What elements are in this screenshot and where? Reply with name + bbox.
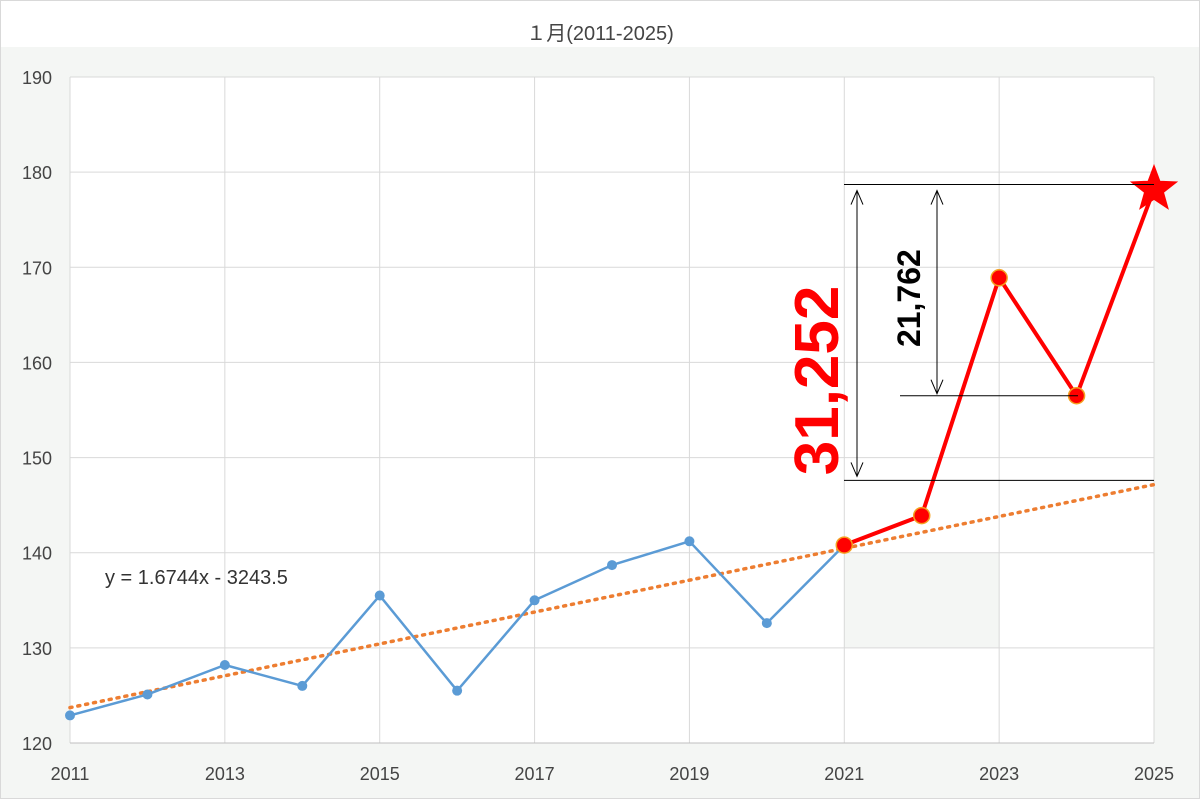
trendline-equation: y = 1.6744x - 3243.5 (105, 567, 288, 589)
data-point (529, 595, 540, 606)
partial-diff-arrow (930, 189, 944, 395)
y-tick-label: 170 (22, 258, 52, 278)
series-line-1 (843, 275, 1079, 547)
y-tick-label: 150 (22, 449, 52, 469)
data-point (219, 659, 230, 670)
arrow-head-bottom (850, 462, 864, 478)
data-point-star (1129, 163, 1179, 210)
arrow-head-top (930, 189, 944, 205)
data-point (374, 590, 385, 601)
partial-diff-label: 21,762 (891, 249, 927, 347)
x-tick-label: 2021 (824, 764, 864, 784)
series-line-2 (1074, 188, 1156, 397)
x-tick-label: 2025 (1134, 764, 1174, 784)
shaded-region (844, 552, 1000, 648)
data-point (761, 618, 772, 629)
y-tick-label: 180 (22, 163, 52, 183)
y-tick-label: 140 (22, 544, 52, 564)
arrow-head-top (850, 189, 864, 205)
data-point (297, 680, 308, 691)
x-tick-label: 2011 (51, 764, 90, 784)
data-point (912, 506, 931, 525)
trendline (68, 482, 1156, 710)
arrow-head-bottom (930, 379, 944, 395)
x-tick-label: 2023 (979, 764, 1019, 784)
total-diff-label: 31,252 (783, 286, 852, 476)
y-tick-label: 120 (22, 734, 52, 754)
y-tick-label: 190 (22, 68, 52, 88)
y-tick-label: 160 (22, 353, 52, 373)
data-point (142, 689, 153, 700)
x-tick-label: 2015 (360, 764, 400, 784)
data-point (607, 560, 617, 571)
x-tick-label: 2013 (205, 764, 245, 784)
total-diff-arrow (850, 189, 864, 478)
x-tick-label: 2017 (515, 764, 555, 784)
x-tick-label: 2019 (669, 764, 709, 784)
data-point (684, 536, 695, 547)
data-point (452, 685, 463, 696)
data-point (990, 269, 1008, 287)
y-tick-label: 130 (22, 639, 52, 659)
data-point (65, 710, 75, 721)
chart-title: １月(2011-2025) (526, 23, 673, 45)
data-point (835, 536, 854, 554)
